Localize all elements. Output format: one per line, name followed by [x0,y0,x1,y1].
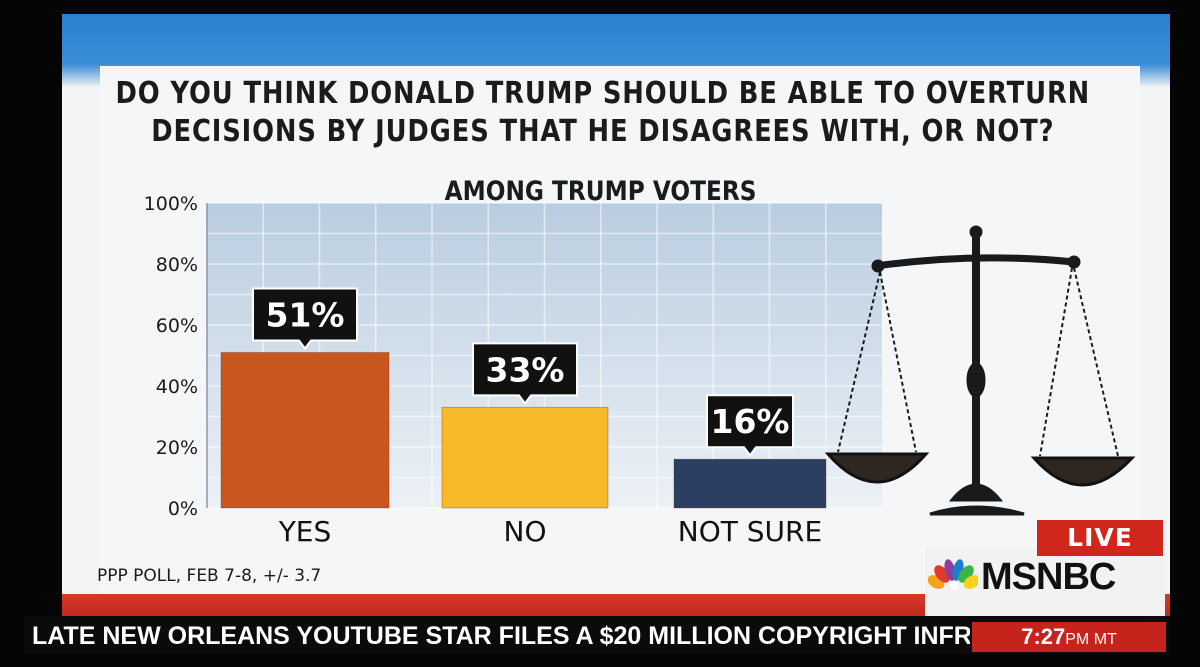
y-axis-ticks: 0% 20% 40% 60% 80% 100% [144,193,198,520]
category-label: YES [278,515,332,548]
poll-source: PPP POLL, FEB 7-8, +/- 3.7 [97,566,322,586]
y-tick-label: 40% [156,376,198,398]
y-tick-label: 60% [156,315,198,337]
news-ticker-text: LATE NEW ORLEANS YOUTUBE STAR FILES A $2… [32,622,970,650]
value-label-box [706,394,794,457]
y-tick-label: 80% [156,254,198,276]
value-label-box [472,342,578,406]
live-badge: LIVE [1037,520,1163,556]
category-label: NOT SURE [678,515,822,548]
clock: 7:27PM MT [972,622,1166,652]
clock-timezone: PM MT [1065,631,1117,648]
bar [673,458,827,509]
clock-time: 7:27 [1021,624,1066,649]
peacock-icon [928,559,978,590]
network-name: MSNBC [981,556,1116,598]
category-label: NO [504,515,547,548]
x-axis-categories: YES NO NOT SURE [278,515,822,548]
y-tick-label: 20% [156,437,198,459]
chart-title-line-2: DECISIONS BY JUDGES THAT HE DISAGREES WI… [151,114,1055,149]
value-label: 33% [486,350,565,389]
chart-title-line-1: DO YOU THINK DONALD TRUMP SHOULD BE ABLE… [115,76,1091,111]
value-label-box [252,287,358,351]
y-tick-label: 0% [168,498,198,520]
bar [441,406,609,509]
value-labels: 51% 33% 16% [252,287,794,457]
y-tick-label: 100% [144,193,198,215]
value-label: 51% [266,295,345,334]
scales-of-justice-icon [824,225,1136,516]
bar [220,351,390,509]
chart-subtitle: AMONG TRUMP VOTERS [444,176,757,207]
bars [220,351,827,509]
value-label: 16% [711,402,790,441]
